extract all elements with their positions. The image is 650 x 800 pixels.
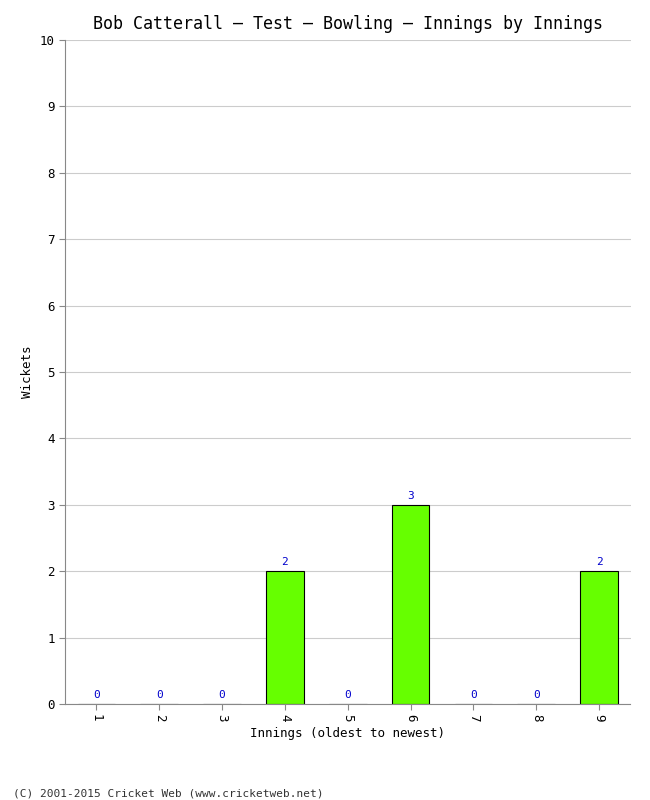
Text: 2: 2	[595, 558, 603, 567]
Text: 0: 0	[218, 690, 226, 700]
X-axis label: Innings (oldest to newest): Innings (oldest to newest)	[250, 727, 445, 741]
Bar	[392, 505, 430, 704]
Bar	[580, 571, 618, 704]
Text: 0: 0	[533, 690, 540, 700]
Text: (C) 2001-2015 Cricket Web (www.cricketweb.net): (C) 2001-2015 Cricket Web (www.cricketwe…	[13, 788, 324, 798]
Bar	[266, 571, 304, 704]
Text: 0: 0	[344, 690, 351, 700]
Text: 3: 3	[407, 491, 414, 501]
Text: 2: 2	[281, 558, 289, 567]
Text: 0: 0	[93, 690, 100, 700]
Text: 0: 0	[156, 690, 162, 700]
Y-axis label: Wickets: Wickets	[21, 346, 34, 398]
Text: 0: 0	[470, 690, 477, 700]
Title: Bob Catterall – Test – Bowling – Innings by Innings: Bob Catterall – Test – Bowling – Innings…	[93, 15, 603, 33]
